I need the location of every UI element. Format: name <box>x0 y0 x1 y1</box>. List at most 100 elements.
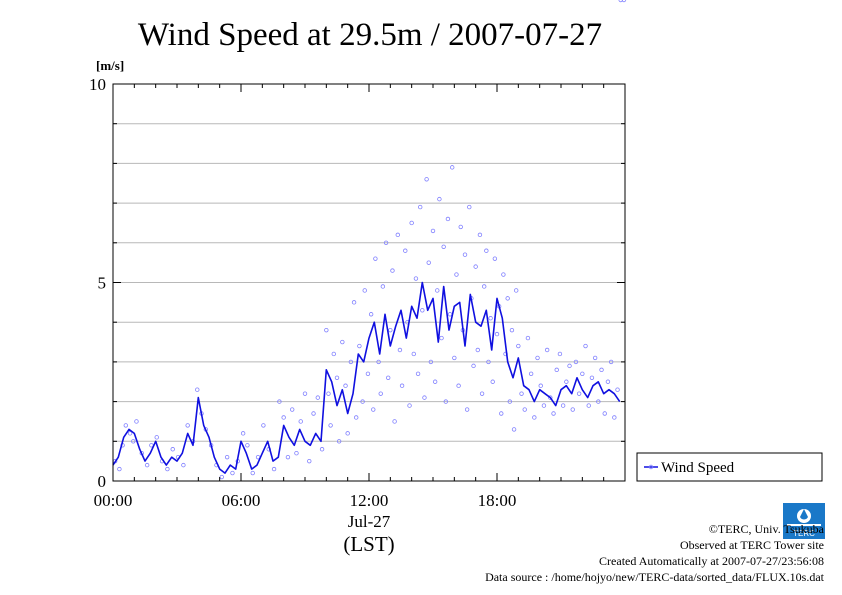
scatter-point <box>261 423 266 428</box>
scatter-point <box>492 256 498 261</box>
scatter-point <box>475 347 480 353</box>
x-tick-label-1800: 18:00 <box>478 491 517 510</box>
scatter-point <box>390 268 395 273</box>
scatter-point <box>360 399 365 404</box>
scatter-point <box>454 272 459 277</box>
scatter-point <box>443 399 448 404</box>
scatter-point <box>334 375 340 380</box>
scatter-point <box>123 423 128 428</box>
scatter-point <box>605 379 611 384</box>
scatter-point <box>592 355 598 361</box>
scatter-point <box>418 204 423 210</box>
scatter-point <box>511 427 517 432</box>
scatter-point <box>437 196 442 202</box>
scatter-point <box>490 379 495 384</box>
scatter-point <box>519 391 524 396</box>
scatter-point <box>388 327 393 333</box>
created-timestamp-text: Created Automatically at 2007-07-27/23:5… <box>599 554 824 568</box>
x-tick-label-1200: 12:00 <box>350 491 389 510</box>
scatter-point <box>407 403 412 408</box>
scatter-point <box>285 454 291 460</box>
scatter-point <box>373 256 378 261</box>
scatter-point <box>411 351 416 357</box>
scatter-point <box>357 343 362 349</box>
scatter-point <box>117 466 122 472</box>
scatter-point <box>564 379 569 384</box>
scatter-point <box>596 399 601 404</box>
scatter-point <box>482 284 487 289</box>
scatter-point <box>271 466 277 472</box>
scatter-point <box>144 462 150 468</box>
scatter-point <box>494 331 500 337</box>
x-tick-label-0000: 00:00 <box>94 491 133 510</box>
scatter-point <box>501 272 506 277</box>
scatter-points <box>112 0 627 480</box>
scatter-point <box>462 252 468 257</box>
scatter-point <box>471 363 476 369</box>
scatter-point <box>505 296 510 301</box>
scatter-point <box>445 216 451 222</box>
scatter-point <box>351 300 357 305</box>
scatter-point <box>618 0 623 3</box>
scatter-point <box>576 391 582 396</box>
terc-logo: TERC <box>783 503 825 539</box>
scatter-point <box>340 339 345 345</box>
scatter-point <box>399 383 405 388</box>
scatter-point <box>430 228 436 234</box>
scatter-point <box>185 423 190 428</box>
scatter-point <box>486 359 491 365</box>
date-label: Jul-27 <box>348 512 391 531</box>
x-tick-label-0600: 06:00 <box>222 491 261 510</box>
scatter-point <box>331 351 336 357</box>
legend-box <box>636 452 823 482</box>
scatter-point <box>230 470 235 476</box>
x-axis-ticks: 00:00 06:00 12:00 18:00 <box>94 84 626 510</box>
scatter-point <box>507 399 512 404</box>
scatter-point <box>428 359 434 365</box>
scatter-point <box>522 407 527 412</box>
scatter-point <box>602 411 607 416</box>
scatter-point <box>415 371 421 377</box>
scatter-point <box>439 335 444 341</box>
scatter-point <box>554 367 559 373</box>
scatter-point <box>452 355 457 361</box>
scatter-point <box>281 415 286 420</box>
scatter-point <box>409 220 414 226</box>
grid-lines <box>113 123 625 442</box>
scatter-point <box>420 308 425 313</box>
scatter-point <box>586 403 591 408</box>
scatter-point <box>583 343 588 349</box>
scatter-point <box>380 284 386 289</box>
scatter-point <box>621 0 627 3</box>
scatter-point <box>343 383 348 388</box>
scatter-point <box>290 407 295 412</box>
scatter-point <box>354 415 359 420</box>
scatter-point <box>245 443 250 448</box>
scatter-point <box>328 423 333 428</box>
scatter-point <box>154 435 159 440</box>
scatter-point <box>240 431 246 436</box>
scatter-point <box>127 431 133 436</box>
scatter-point <box>371 407 376 412</box>
scatter-point <box>326 391 331 396</box>
scatter-point <box>441 244 446 249</box>
x-axis-label: (LST) <box>343 532 394 556</box>
scatter-point <box>368 312 374 317</box>
credits-block: ©TERC, Univ. Tsukuba Observed at TERC To… <box>485 521 824 585</box>
scatter-point <box>365 371 371 377</box>
scatter-point <box>499 411 504 416</box>
scatter-point <box>219 474 224 480</box>
y-tick-label-0: 0 <box>98 472 107 491</box>
scatter-point <box>277 399 282 404</box>
scatter-point <box>311 411 316 416</box>
scatter-point <box>392 419 397 424</box>
scatter-point <box>134 419 139 424</box>
scatter-point <box>395 232 400 238</box>
scatter-point <box>435 288 440 293</box>
scatter-point <box>302 391 308 396</box>
scatter-point <box>612 415 617 420</box>
scatter-point <box>456 383 461 388</box>
scatter-point <box>479 391 485 396</box>
scatter-point <box>535 355 540 361</box>
